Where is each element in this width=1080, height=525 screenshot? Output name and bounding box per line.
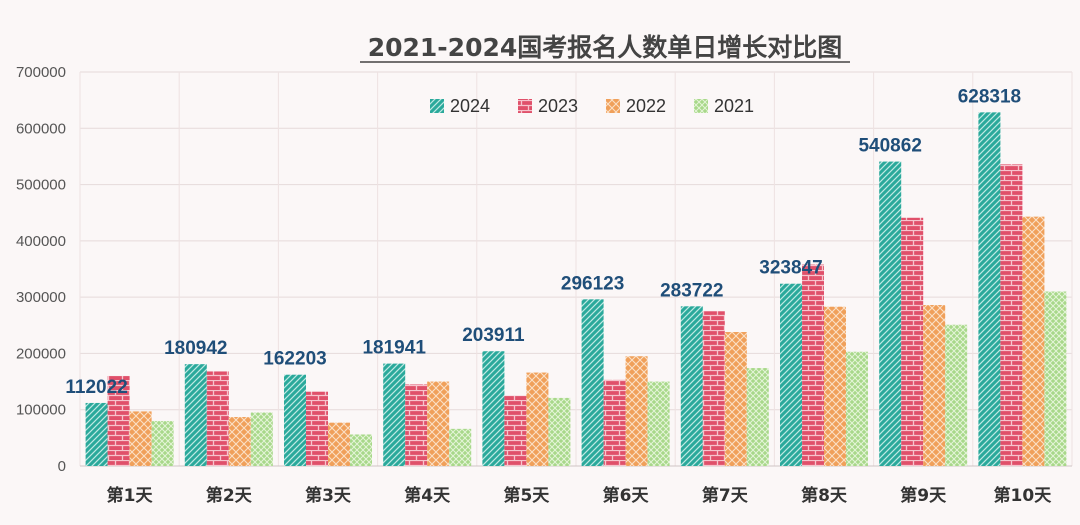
bars	[85, 112, 1067, 466]
bar-2023-1	[107, 375, 130, 466]
bar-2024-5	[482, 351, 505, 466]
bar-2022-8	[824, 306, 846, 466]
bar-2022-5	[526, 372, 549, 466]
legend-swatch-2024	[430, 99, 444, 113]
bar-2021-2	[250, 412, 273, 466]
bar-2024-7	[680, 306, 703, 466]
y-tick-label: 300000	[16, 289, 66, 306]
bar-2021-4	[449, 428, 472, 466]
bar-2022-2	[228, 417, 251, 466]
x-tick-label: 第1天	[107, 485, 154, 506]
data-label: 181941	[362, 338, 426, 359]
bar-2023-7	[702, 311, 725, 466]
y-tick-label: 600000	[16, 120, 66, 137]
bar-2021-1	[151, 420, 174, 466]
legend-swatch-2021	[694, 99, 708, 113]
bar-2024-3	[284, 374, 306, 466]
x-tick-label: 第7天	[702, 485, 749, 506]
bar-2021-10	[1044, 291, 1067, 466]
gridlines	[79, 71, 1073, 467]
legend: 2024 2023 2022 2021	[430, 96, 754, 116]
bar-2023-3	[306, 391, 328, 466]
bar-2022-9	[923, 305, 946, 466]
data-label: 162203	[263, 349, 326, 370]
bar-2023-6	[603, 379, 626, 466]
x-tick-label: 第3天	[305, 485, 352, 506]
bar-2021-8	[846, 351, 868, 466]
bar-2022-1	[129, 411, 152, 466]
y-tick-label: 700000	[16, 64, 66, 81]
y-tick-label: 400000	[16, 233, 66, 250]
legend-label: 2021	[714, 96, 754, 116]
x-tick-label: 第10天	[994, 485, 1053, 506]
data-label: 180942	[164, 338, 227, 359]
x-axis: 第1天 第2天 第3天 第4天 第5天 第6天 第7天 第8天 第9天 第10天	[107, 485, 1053, 506]
data-label: 112022	[65, 377, 127, 398]
data-label: 283722	[660, 280, 723, 301]
bar-2024-9	[879, 161, 902, 466]
data-label: 628318	[958, 86, 1021, 107]
bar-2023-5	[504, 395, 527, 466]
bar-2022-3	[328, 422, 350, 466]
bar-2023-9	[901, 217, 924, 466]
x-tick-label: 第5天	[503, 485, 550, 506]
y-axis: 0 100000 200000 300000 400000 500000 600000 700…	[16, 64, 66, 475]
legend-label: 2023	[538, 96, 578, 116]
bar-2021-5	[548, 397, 571, 466]
bar-2024-10	[978, 112, 1001, 466]
data-label: 203911	[462, 325, 525, 346]
data-label: 296123	[561, 273, 624, 294]
bar-2023-4	[405, 384, 428, 466]
bar-2024-1	[85, 402, 108, 466]
bar-2023-2	[206, 371, 229, 466]
bar-2023-10	[1000, 164, 1023, 466]
bar-2022-6	[625, 356, 648, 466]
x-tick-label: 第4天	[404, 485, 451, 506]
y-tick-label: 200000	[16, 345, 66, 362]
legend-swatch-2022	[606, 99, 620, 113]
bar-2024-8	[780, 283, 802, 466]
bar-2022-10	[1022, 216, 1045, 466]
bar-2022-4	[427, 381, 450, 466]
data-label: 540862	[858, 136, 921, 157]
bar-2024-4	[383, 363, 406, 466]
x-tick-label: 第6天	[603, 485, 650, 506]
bar-2024-6	[581, 299, 604, 466]
y-tick-label: 500000	[16, 177, 66, 194]
x-tick-label: 第2天	[206, 485, 253, 506]
y-tick-label: 0	[58, 458, 66, 475]
bar-2022-7	[724, 332, 747, 466]
legend-label: 2024	[450, 96, 490, 116]
bar-2021-7	[746, 368, 769, 466]
legend-label: 2022	[626, 96, 666, 116]
data-label: 323847	[759, 258, 822, 279]
bar-2021-6	[647, 381, 670, 466]
y-tick-label: 100000	[16, 402, 66, 419]
x-tick-label: 第9天	[900, 485, 947, 506]
x-tick-label: 第8天	[801, 485, 848, 506]
bar-2021-3	[350, 434, 372, 466]
bar-2024-2	[184, 364, 207, 466]
data-labels: 112022 180942 162203 181941 203911 296123 2837…	[65, 86, 1021, 398]
chart-title: 2021-2024国考报名人数单日增长对比图	[368, 33, 843, 62]
bar-2023-8	[802, 264, 824, 466]
bar-2021-9	[945, 324, 968, 466]
legend-swatch-2023	[518, 99, 532, 113]
